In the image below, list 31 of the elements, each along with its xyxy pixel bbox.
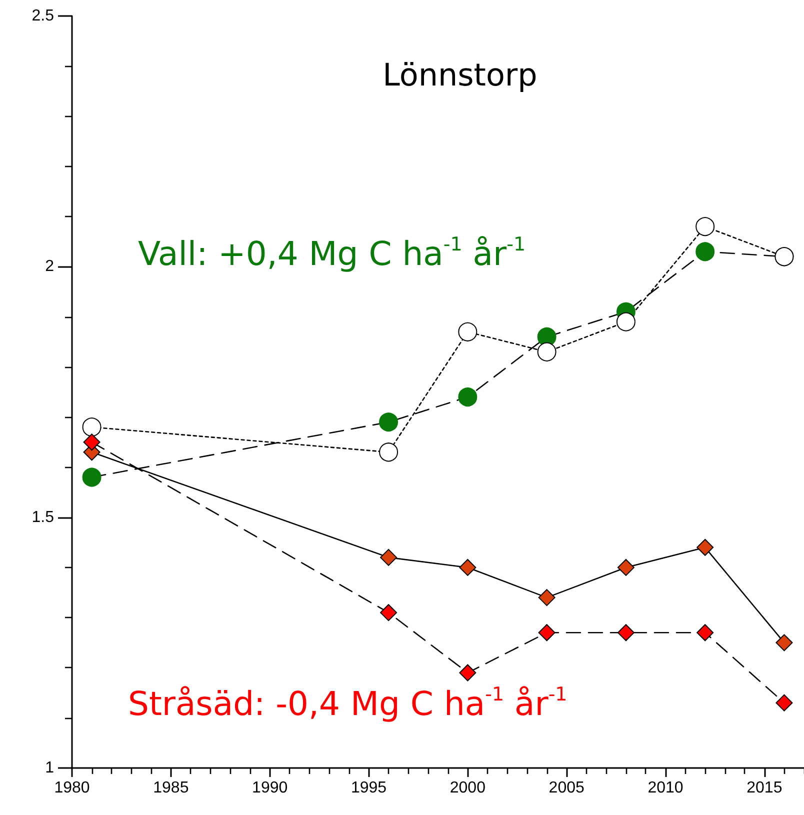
point: [696, 624, 714, 642]
y-tick-label: 1.5: [32, 508, 54, 526]
point: [82, 468, 102, 487]
point: [380, 604, 398, 622]
x-tick-label: 2015: [746, 780, 782, 796]
x-tick-label: 2000: [450, 780, 486, 796]
point: [617, 558, 634, 576]
point: [776, 634, 793, 652]
x-tick-label: 1980: [54, 780, 90, 796]
y-tick-label: 2.5: [32, 8, 54, 24]
point: [776, 694, 793, 712]
point: [538, 589, 556, 606]
point: [458, 388, 478, 407]
point: [617, 624, 634, 642]
point: [616, 312, 636, 332]
point: [83, 434, 100, 451]
point: [696, 242, 715, 262]
x-tick-label: 1995: [350, 780, 387, 796]
x-tick-label: 1990: [252, 780, 288, 796]
x-tick-label: 2005: [548, 780, 584, 796]
x-tick-label: 1985: [153, 780, 189, 796]
point: [538, 624, 556, 642]
point: [696, 538, 714, 556]
x-tick-label: 2010: [648, 780, 684, 796]
point: [459, 664, 476, 682]
point: [379, 412, 398, 432]
y-tick-label: 2: [45, 258, 54, 276]
point: [459, 558, 476, 576]
point: [380, 548, 398, 566]
y-tick-label: 1: [45, 760, 54, 776]
text: Lönnstorp: [382, 58, 538, 94]
